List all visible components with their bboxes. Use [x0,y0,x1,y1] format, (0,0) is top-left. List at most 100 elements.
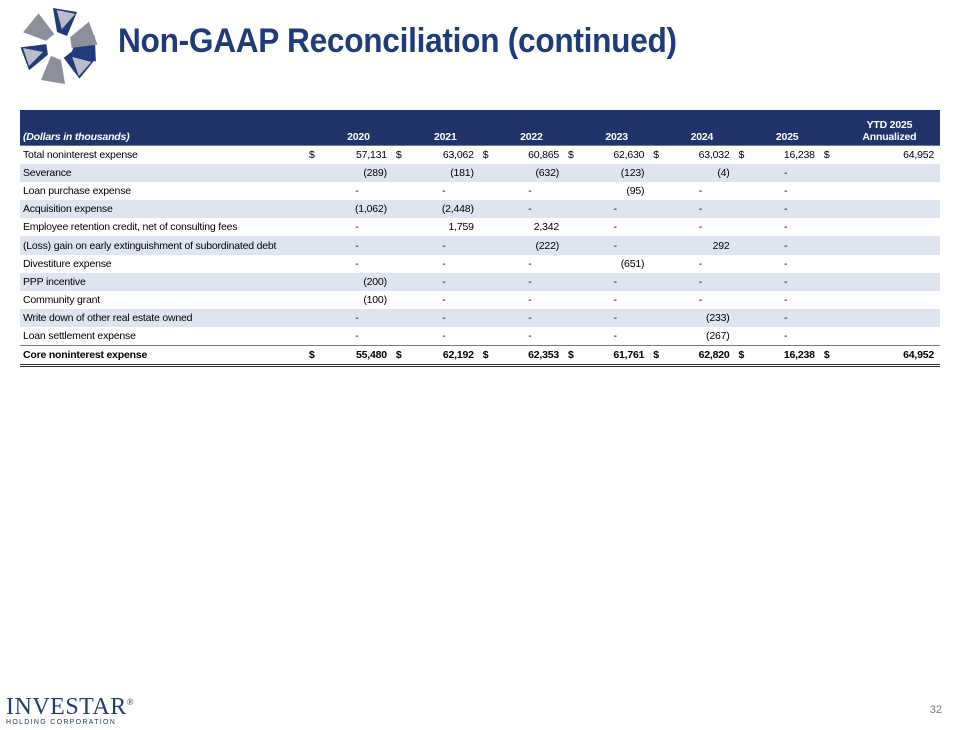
currency-symbol [392,308,411,327]
page-number: 32 [929,704,942,716]
row-label: Severance [20,164,306,183]
row-label: Loan settlement expense [23,329,136,342]
cell-ytd-annualized [838,200,940,219]
cell-2023: - [583,200,651,219]
currency-symbol [650,327,668,346]
cell-2022: 2,342 [533,221,560,234]
cell-2023: 62,630 [583,145,651,165]
cell-2023: (651) [620,257,645,270]
currency-symbol [565,218,583,236]
currency-symbol [306,182,324,200]
cell-2023: - [583,236,651,255]
cell-ytd-annualized [839,291,940,309]
header-year-2020: 2020 [324,110,393,146]
currency-symbol: $ [479,345,498,368]
cell-2021: - [410,272,480,291]
currency-symbol [736,255,754,273]
currency-symbol [479,308,498,327]
currency-symbol: $ [392,145,411,165]
currency-symbol [735,272,754,291]
cell-2020: - [355,329,359,342]
currency-symbol [821,182,839,200]
cell-2021: - [410,308,480,327]
table-row: Divestiture expense - - - (651) - - [20,255,940,273]
header-year-2024: 2024 [668,110,736,146]
cell-2021: - [410,236,480,255]
currency-symbol [565,200,584,219]
cell-2024: 63,032 [668,145,736,165]
cell-2021: 62,192 [410,345,480,368]
cell-2022: 60,865 [497,145,566,165]
cell-2024: 292 [668,236,736,255]
cell-2023: (123) [583,164,651,183]
row-label: Employee retention credit, net of consul… [23,221,238,234]
table-row: (Loss) gain on early extinguishment of s… [20,236,940,255]
currency-symbol [565,308,584,327]
cell-2020: (289) [324,164,393,183]
header-year-2023: 2023 [583,110,651,146]
cell-2021: 1,759 [448,221,474,234]
row-label: Write down of other real estate owned [20,308,306,327]
currency-symbol: $ [820,145,839,165]
currency-symbol [820,272,839,291]
currency-symbol [565,291,583,309]
cell-2025: 16,238 [753,345,821,368]
cell-ytd-annualized [839,218,940,236]
currency-symbol [650,182,668,200]
cell-2023: - [613,221,617,234]
cell-2020: (100) [363,293,387,306]
currency-symbol [306,236,324,255]
header-year-2021: 2021 [410,110,480,146]
registered-mark: ® [126,697,135,707]
currency-symbol [393,182,411,200]
currency-symbol [306,291,324,309]
currency-symbol [820,308,839,327]
cell-2023: - [613,329,617,342]
cell-2020: - [324,236,393,255]
currency-symbol [736,182,754,200]
cell-2023: - [583,308,651,327]
currency-symbol [479,164,498,183]
currency-symbol [480,291,498,309]
currency-symbol [565,164,584,183]
currency-symbol [820,200,839,219]
currency-symbol [650,218,668,236]
row-label: Acquisition expense [20,200,306,219]
cell-2024: - [698,293,703,306]
cell-2025: - [784,221,788,234]
cell-2021: - [442,293,446,306]
cell-2024: - [698,221,703,234]
cell-ytd-annualized [839,182,940,200]
currency-symbol [735,164,754,183]
currency-symbol [306,164,324,183]
cell-2024: - [698,257,703,270]
company-logo-mark [20,8,98,84]
header-ytd-line2: Annualized [862,131,917,143]
currency-symbol [480,327,498,346]
header-ytd-line1: YTD 2025 [866,119,913,131]
currency-symbol [735,236,754,255]
header-year-2022: 2022 [497,110,566,146]
cell-ytd-annualized: 64,952 [838,145,940,165]
table-header-row: (Dollars in thousands) 2020 2021 2022 20… [20,110,940,146]
currency-symbol [393,291,411,309]
cell-2022: (632) [497,164,566,183]
table-row: Employee retention credit, net of consul… [20,218,940,236]
cell-2021: (2,448) [410,200,480,219]
currency-symbol: $ [565,345,584,368]
currency-symbol: $ [735,345,754,368]
table-row: Community grant (100) - - - - - [20,291,940,309]
currency-symbol [565,236,584,255]
currency-symbol [393,255,411,273]
cell-ytd-annualized: 64,952 [838,345,940,368]
reconciliation-table: (Dollars in thousands) 2020 2021 2022 20… [20,110,940,368]
currency-symbol [821,255,839,273]
currency-symbol [480,182,498,200]
table-row: Severance (289) (181) (632) (123) (4) - [20,164,940,183]
header-year-2025: 2025 [753,110,821,146]
row-label: (Loss) gain on early extinguishment of s… [20,236,306,255]
cell-2025: - [753,164,821,183]
cell-2023: 61,761 [583,345,651,368]
cell-2022: (222) [497,236,566,255]
currency-symbol [736,327,754,346]
